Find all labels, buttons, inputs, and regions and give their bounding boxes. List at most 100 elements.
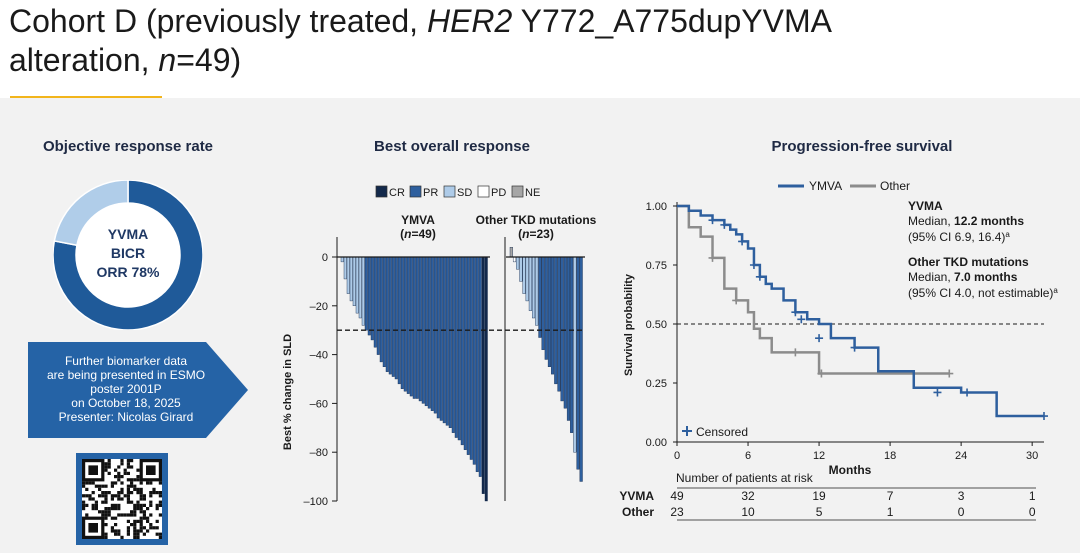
pfs-km-chart: YMVA Other YVMA Median, 12.2 months (95%… bbox=[619, 179, 1058, 521]
qr-module bbox=[130, 500, 134, 504]
risk-other-value: 23 bbox=[670, 505, 684, 519]
qr-module bbox=[155, 526, 159, 530]
qr-module bbox=[149, 494, 153, 498]
qr-module bbox=[98, 494, 102, 498]
qr-module bbox=[107, 510, 111, 514]
risk-ymva-value: 19 bbox=[812, 489, 826, 503]
qr-module bbox=[104, 491, 108, 495]
waterfall-bar bbox=[551, 256, 555, 375]
qr-module bbox=[101, 491, 105, 495]
waterfall-bar bbox=[427, 256, 431, 409]
waterfall-bar bbox=[442, 256, 446, 424]
qr-module bbox=[146, 529, 150, 533]
qr-modules bbox=[82, 459, 162, 539]
qr-module bbox=[104, 484, 108, 488]
qr-module bbox=[133, 523, 137, 527]
pfs-xtick-label: 18 bbox=[884, 450, 896, 462]
qr-module bbox=[126, 462, 130, 466]
info-line2: are being presented in ESMO bbox=[46, 368, 206, 382]
waterfall-bar bbox=[469, 256, 473, 460]
ymva-median-value: 12.2 months bbox=[954, 214, 1024, 228]
qr-module bbox=[139, 526, 143, 530]
risk-ymva-value: 3 bbox=[958, 489, 965, 503]
qr-module bbox=[139, 491, 143, 495]
risk-table-header: Number of patients at risk bbox=[676, 471, 814, 485]
waterfall-bar bbox=[382, 256, 386, 368]
waterfall-bar bbox=[512, 256, 517, 263]
waterfall-bar bbox=[364, 256, 368, 331]
waterfall-bar bbox=[400, 256, 404, 389]
qr-module bbox=[110, 494, 114, 498]
panel1-n: (n=49) bbox=[400, 227, 436, 241]
legend-swatch-pd bbox=[477, 185, 490, 198]
qr-module bbox=[91, 497, 95, 501]
qr-module bbox=[117, 507, 121, 511]
qr-code-icon[interactable] bbox=[76, 453, 168, 545]
orr-donut-chart bbox=[52, 179, 204, 335]
waterfall-bar bbox=[394, 256, 398, 380]
waterfall-bar bbox=[445, 256, 449, 426]
qr-module bbox=[158, 500, 162, 504]
waterfall-bar bbox=[367, 256, 371, 336]
qr-module bbox=[101, 510, 105, 514]
waterfall-bar bbox=[532, 256, 536, 319]
qr-module bbox=[94, 503, 98, 507]
qr-module bbox=[82, 494, 86, 498]
qr-module bbox=[91, 481, 95, 485]
legend-label-pd: PD bbox=[491, 187, 506, 199]
qr-module bbox=[101, 484, 105, 488]
qr-module bbox=[126, 526, 130, 530]
censored-mark bbox=[850, 343, 859, 352]
qr-module bbox=[142, 494, 146, 498]
info-line5: Presenter: Nicolas Girard bbox=[58, 410, 194, 424]
qr-module bbox=[152, 526, 156, 530]
waterfall-bar bbox=[484, 256, 488, 502]
qr-module bbox=[139, 529, 143, 533]
qr-module bbox=[139, 481, 143, 485]
qr-module bbox=[136, 507, 140, 511]
qr-module bbox=[88, 497, 92, 501]
qr-module bbox=[94, 484, 98, 488]
waterfall-bar bbox=[439, 256, 443, 421]
qr-module bbox=[130, 465, 134, 469]
risk-other-value: 10 bbox=[741, 505, 755, 519]
pfs-y-label: Survival probability bbox=[623, 273, 635, 376]
qr-module bbox=[107, 491, 111, 495]
waterfall-bar bbox=[418, 256, 422, 402]
waterfall-bar bbox=[576, 256, 580, 470]
waterfall-bar bbox=[352, 256, 356, 306]
qr-module bbox=[120, 475, 124, 479]
qr-module bbox=[123, 468, 127, 472]
title-gene: HER2 bbox=[426, 3, 513, 39]
qr-module bbox=[133, 535, 137, 539]
qr-module bbox=[136, 475, 140, 479]
qr-module bbox=[158, 491, 162, 495]
legend-label-ne: NE bbox=[525, 187, 540, 199]
other-stats-title: Other TKD mutations bbox=[908, 255, 1029, 269]
orr-label-line3: ORR 78% bbox=[96, 264, 160, 280]
waterfall-bar bbox=[472, 256, 476, 465]
qr-module bbox=[114, 529, 118, 533]
waterfall-legend: CR PR SD PD NE bbox=[375, 185, 540, 199]
qr-module bbox=[133, 526, 137, 530]
orr-section-title: Objective response rate bbox=[42, 138, 214, 155]
qr-module bbox=[130, 459, 134, 463]
pfs-curves bbox=[677, 204, 1048, 421]
qr-module bbox=[107, 459, 111, 463]
waterfall-bar bbox=[430, 256, 434, 411]
qr-module bbox=[130, 484, 134, 488]
qr-module bbox=[120, 462, 124, 466]
qr-module bbox=[101, 494, 105, 498]
pfs-xtick-label: 12 bbox=[813, 450, 825, 462]
qr-module bbox=[133, 519, 137, 523]
qr-module bbox=[110, 526, 114, 530]
censored-mark bbox=[738, 237, 747, 246]
qr-module bbox=[104, 500, 108, 504]
waterfall-bar bbox=[343, 256, 347, 280]
waterfall-bar bbox=[475, 256, 479, 472]
waterfall-bar bbox=[355, 256, 359, 314]
censored-mark bbox=[755, 272, 764, 281]
qr-module bbox=[110, 484, 114, 488]
waterfall-bar bbox=[522, 256, 526, 294]
waterfall-bar bbox=[340, 256, 344, 263]
